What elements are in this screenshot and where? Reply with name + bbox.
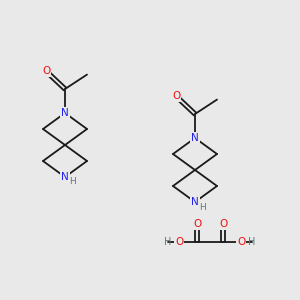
Text: N: N bbox=[191, 197, 199, 207]
Text: N: N bbox=[191, 133, 199, 143]
Text: O: O bbox=[219, 219, 227, 229]
Text: N: N bbox=[61, 108, 69, 118]
Text: O: O bbox=[193, 219, 201, 229]
Text: H: H bbox=[248, 237, 256, 247]
Text: O: O bbox=[42, 66, 50, 76]
Text: O: O bbox=[237, 237, 245, 247]
Text: H: H bbox=[199, 202, 206, 211]
Text: N: N bbox=[61, 172, 69, 182]
Text: O: O bbox=[172, 92, 180, 101]
Text: H: H bbox=[164, 237, 172, 247]
Text: H: H bbox=[69, 178, 75, 187]
Text: O: O bbox=[175, 237, 183, 247]
